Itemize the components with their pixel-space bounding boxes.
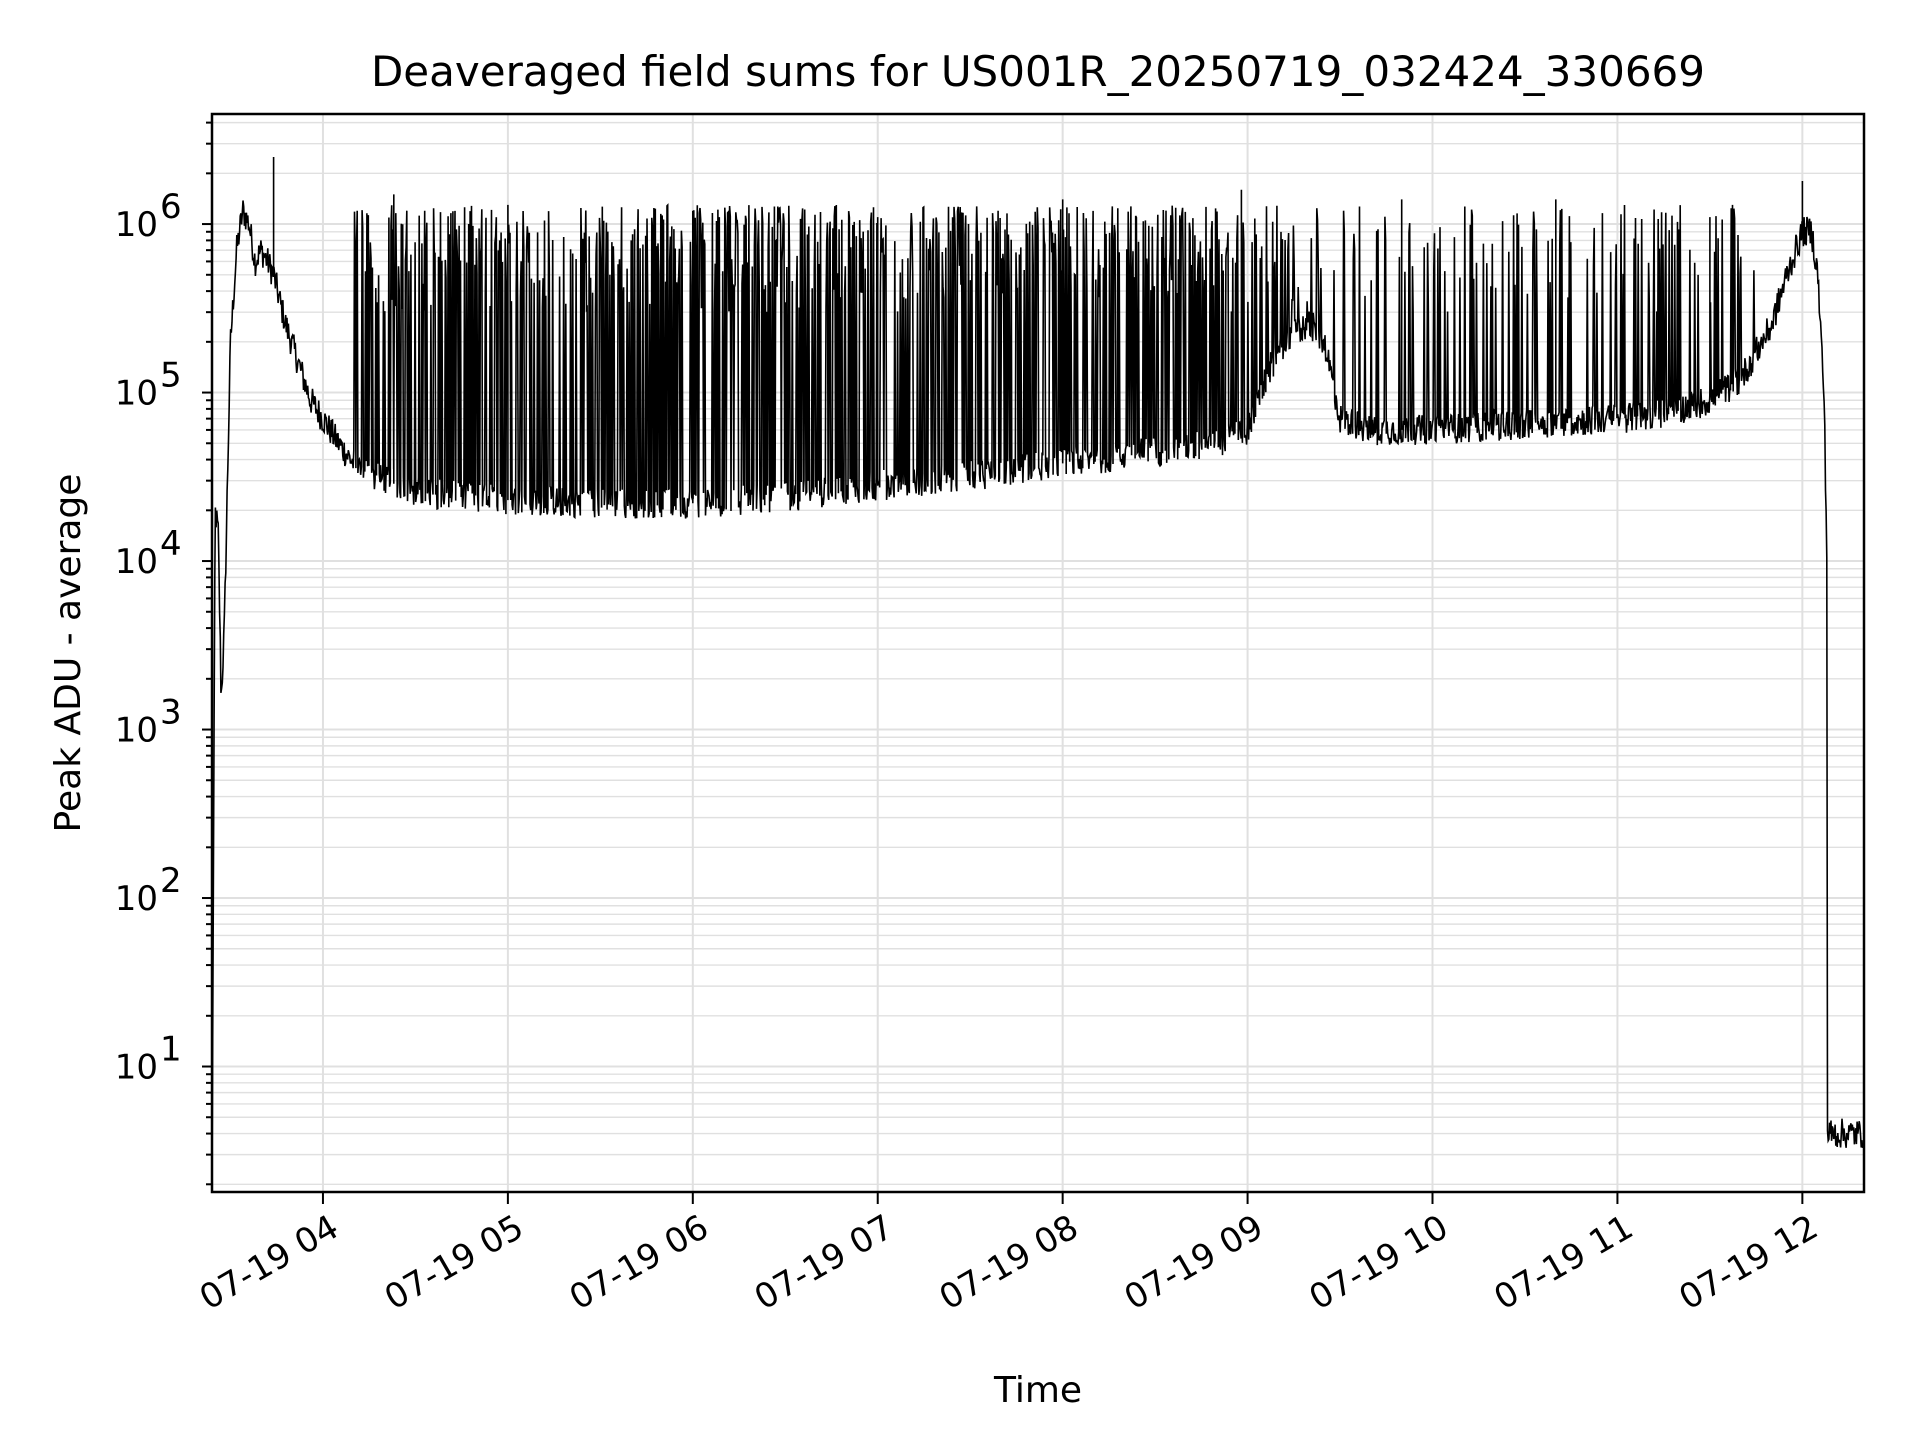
y-tick-label: 10	[115, 374, 158, 414]
y-tick-exponent: 1	[160, 1030, 182, 1070]
y-tick-label: 10	[115, 542, 158, 582]
x-axis-label: Time	[993, 1370, 1082, 1411]
chart-title: Deaveraged field sums for US001R_2025071…	[371, 47, 1705, 96]
plot-frame	[210, 112, 1866, 1194]
y-tick-label: 10	[115, 1048, 158, 1088]
y-axis-label: Peak ADU - average	[48, 474, 89, 833]
series-line	[211, 157, 1865, 1180]
y-tick-exponent: 4	[160, 524, 182, 564]
y-tick-exponent: 6	[160, 187, 182, 227]
y-tick-exponent: 3	[160, 693, 182, 733]
y-tick-label: 10	[115, 711, 158, 751]
y-tick-label: 10	[115, 205, 158, 245]
y-tick-exponent: 5	[160, 356, 182, 396]
plot-area	[211, 157, 1865, 1180]
y-tick-label: 10	[115, 879, 158, 919]
y-tick-exponent: 2	[160, 861, 182, 901]
